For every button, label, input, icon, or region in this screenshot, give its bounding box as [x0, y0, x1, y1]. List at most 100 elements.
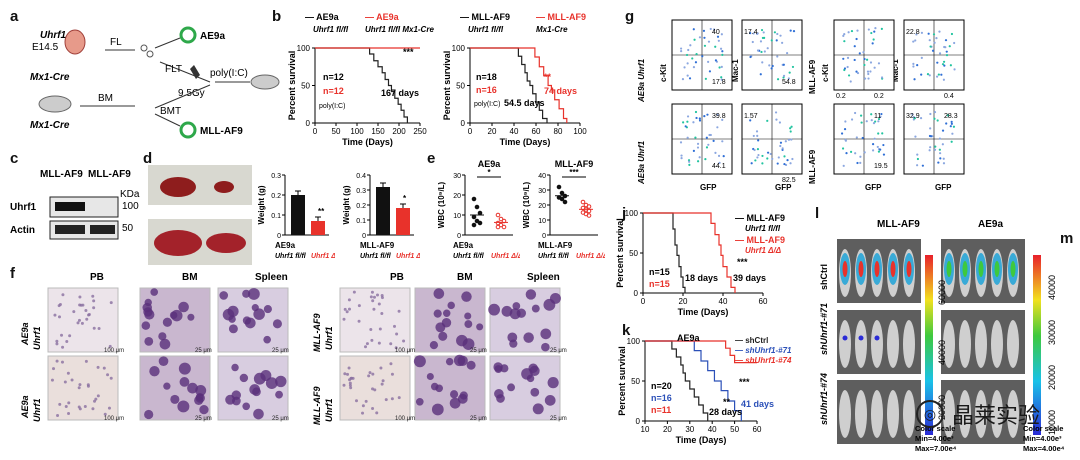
- cs1-max: Max=7.00e⁴: [915, 444, 957, 453]
- dot-0-4: [559, 196, 565, 202]
- marker-100: 100: [122, 201, 139, 212]
- chart-b-right: 0 20 40 60 80 100 0 50 100 Time (Days) Percent sur…: [442, 12, 587, 147]
- mx1-genotype-top: Mx1-Cre: [30, 72, 70, 83]
- flow-val: 0.2: [874, 93, 884, 100]
- ytick: 0: [457, 233, 461, 240]
- b-n2: n=12: [323, 86, 344, 96]
- xtick: 20: [488, 127, 497, 136]
- dot-0-2: [477, 210, 483, 216]
- k-legend-1: — shUhrf1-#71: [734, 346, 792, 355]
- scale-25-1: 25 μm: [195, 348, 212, 354]
- cb2-tick-3: 20000: [1047, 365, 1057, 390]
- bar-sig: **: [318, 207, 325, 216]
- dot-0-4: [474, 218, 480, 224]
- panel-g-flow: AE9a Uhrf1 AE9a Uhrf1 MLL-AF9 MLL-AF9 c-…: [637, 19, 965, 192]
- cb2-tick-1: 40000: [1047, 275, 1057, 300]
- f-pb-header: PB: [90, 272, 104, 283]
- ytick: 0: [636, 417, 641, 426]
- xtick: 40: [708, 425, 717, 434]
- l-col2-header: AE9a: [978, 219, 1003, 230]
- flow-val: 44.1: [712, 163, 726, 170]
- xtick: 20: [679, 297, 688, 306]
- xlabel: Time (Days): [500, 137, 551, 147]
- flow-val: 17.8: [712, 79, 726, 86]
- ytick: 40: [538, 173, 546, 180]
- flow-val: 22.8: [906, 29, 920, 36]
- panel-a-schematic: E14.5 Uhrf1 Mx1-Cre FL AE9a FLT 9.5Gy po…: [30, 26, 280, 139]
- cb1-tick-1: 60000: [937, 280, 947, 305]
- mx1-genotype-bottom: Mx1-Cre: [30, 120, 70, 131]
- f-bm-header-2: BM: [457, 272, 473, 283]
- blot-band-actin-1: [55, 225, 85, 234]
- ytick: 50: [301, 82, 310, 91]
- xtick: 60: [532, 127, 541, 136]
- panel-l-label: l: [815, 205, 820, 222]
- dot-1-0: [580, 199, 586, 205]
- panel-m-label: m: [1060, 230, 1074, 247]
- spleen-dd: [214, 181, 234, 193]
- flow-val: 19.5: [874, 163, 888, 170]
- flow-val: 0.2: [836, 93, 846, 100]
- ytick: 30: [538, 188, 546, 195]
- g-ckit-1: c-Kit: [659, 64, 668, 82]
- xtick: 250: [413, 127, 427, 136]
- dot-sig: *: [487, 168, 491, 177]
- e145-text: E14.5: [32, 42, 59, 53]
- ae9a-label: AE9a: [200, 31, 225, 42]
- ytick: 20: [453, 193, 461, 200]
- dot-0-5: [562, 199, 568, 205]
- j-n2: n=15: [649, 279, 670, 289]
- j-sig: ***: [737, 257, 748, 267]
- xtick: 40: [719, 297, 728, 306]
- bar-cat-1: Uhrf1 Δ/Δ: [396, 253, 420, 260]
- mouse-silhouette: [855, 320, 867, 368]
- g-row-m2: MLL-AF9: [808, 149, 817, 184]
- histo-tile: [489, 287, 561, 353]
- j-m2: 39 days: [733, 273, 766, 283]
- survival-line-shUhrf1-#74: [645, 340, 757, 364]
- mouse-silhouette: [959, 390, 971, 438]
- dot-1-4: [498, 222, 504, 228]
- chart-j: 0 20 40 60 0 50 100 Time (Days) Percent survival…: [615, 209, 785, 317]
- b2-sig: **: [544, 72, 552, 82]
- xtick: 60: [753, 425, 762, 434]
- dot-0-6: [471, 222, 477, 228]
- k-legend-2: — shUhrf1-#74: [734, 356, 792, 365]
- dot-0-0: [556, 184, 562, 190]
- f-row3-sub: Uhrf1: [324, 326, 334, 350]
- mouse-silhouette: [887, 390, 899, 438]
- mllaf9-virus-icon: [179, 121, 197, 139]
- j-legend-2b: Uhrf1 Δ/Δ: [745, 246, 782, 255]
- ytick: 0.2: [271, 193, 281, 200]
- ytick: 0.1: [271, 213, 281, 220]
- j-legend-2: — MLL-AF9: [735, 235, 785, 245]
- ytick: 100: [625, 209, 639, 218]
- panel-e-label: e: [427, 150, 436, 167]
- mouse-silhouette: [943, 390, 955, 438]
- g-row-a2: AE9a Uhrf1: [637, 140, 646, 185]
- spleen-ff-2: [154, 230, 202, 256]
- dot-1-5: [501, 224, 507, 230]
- k-n3: n=11: [651, 405, 671, 415]
- flow-val: 82.5: [782, 177, 796, 184]
- panel-c-label: c: [10, 150, 19, 167]
- b2-n1: n=18: [476, 72, 497, 82]
- dot-1-0: [495, 212, 501, 218]
- bmt-label: BMT: [160, 106, 181, 117]
- ylabel: Percent survival: [442, 51, 452, 121]
- ytick: 20: [538, 203, 546, 210]
- f-row4-sub: Uhrf1: [324, 398, 334, 422]
- mouse-silhouette: [943, 320, 955, 368]
- mouse-silhouette: [991, 320, 1003, 368]
- dot-0-1: [559, 190, 565, 196]
- spleen-dd-2: [206, 233, 246, 253]
- legend-2: — MLL-AF9: [536, 12, 586, 22]
- cs2-title: Color scale: [1023, 424, 1063, 433]
- scale-25-7: 25 μm: [470, 416, 487, 422]
- histo-tile: [339, 287, 411, 353]
- k-m2: 41 days: [741, 399, 774, 409]
- bar-0: [291, 195, 305, 235]
- g-ckit-2: c-Kit: [821, 64, 830, 82]
- dot-title: MLL-AF9: [555, 159, 594, 169]
